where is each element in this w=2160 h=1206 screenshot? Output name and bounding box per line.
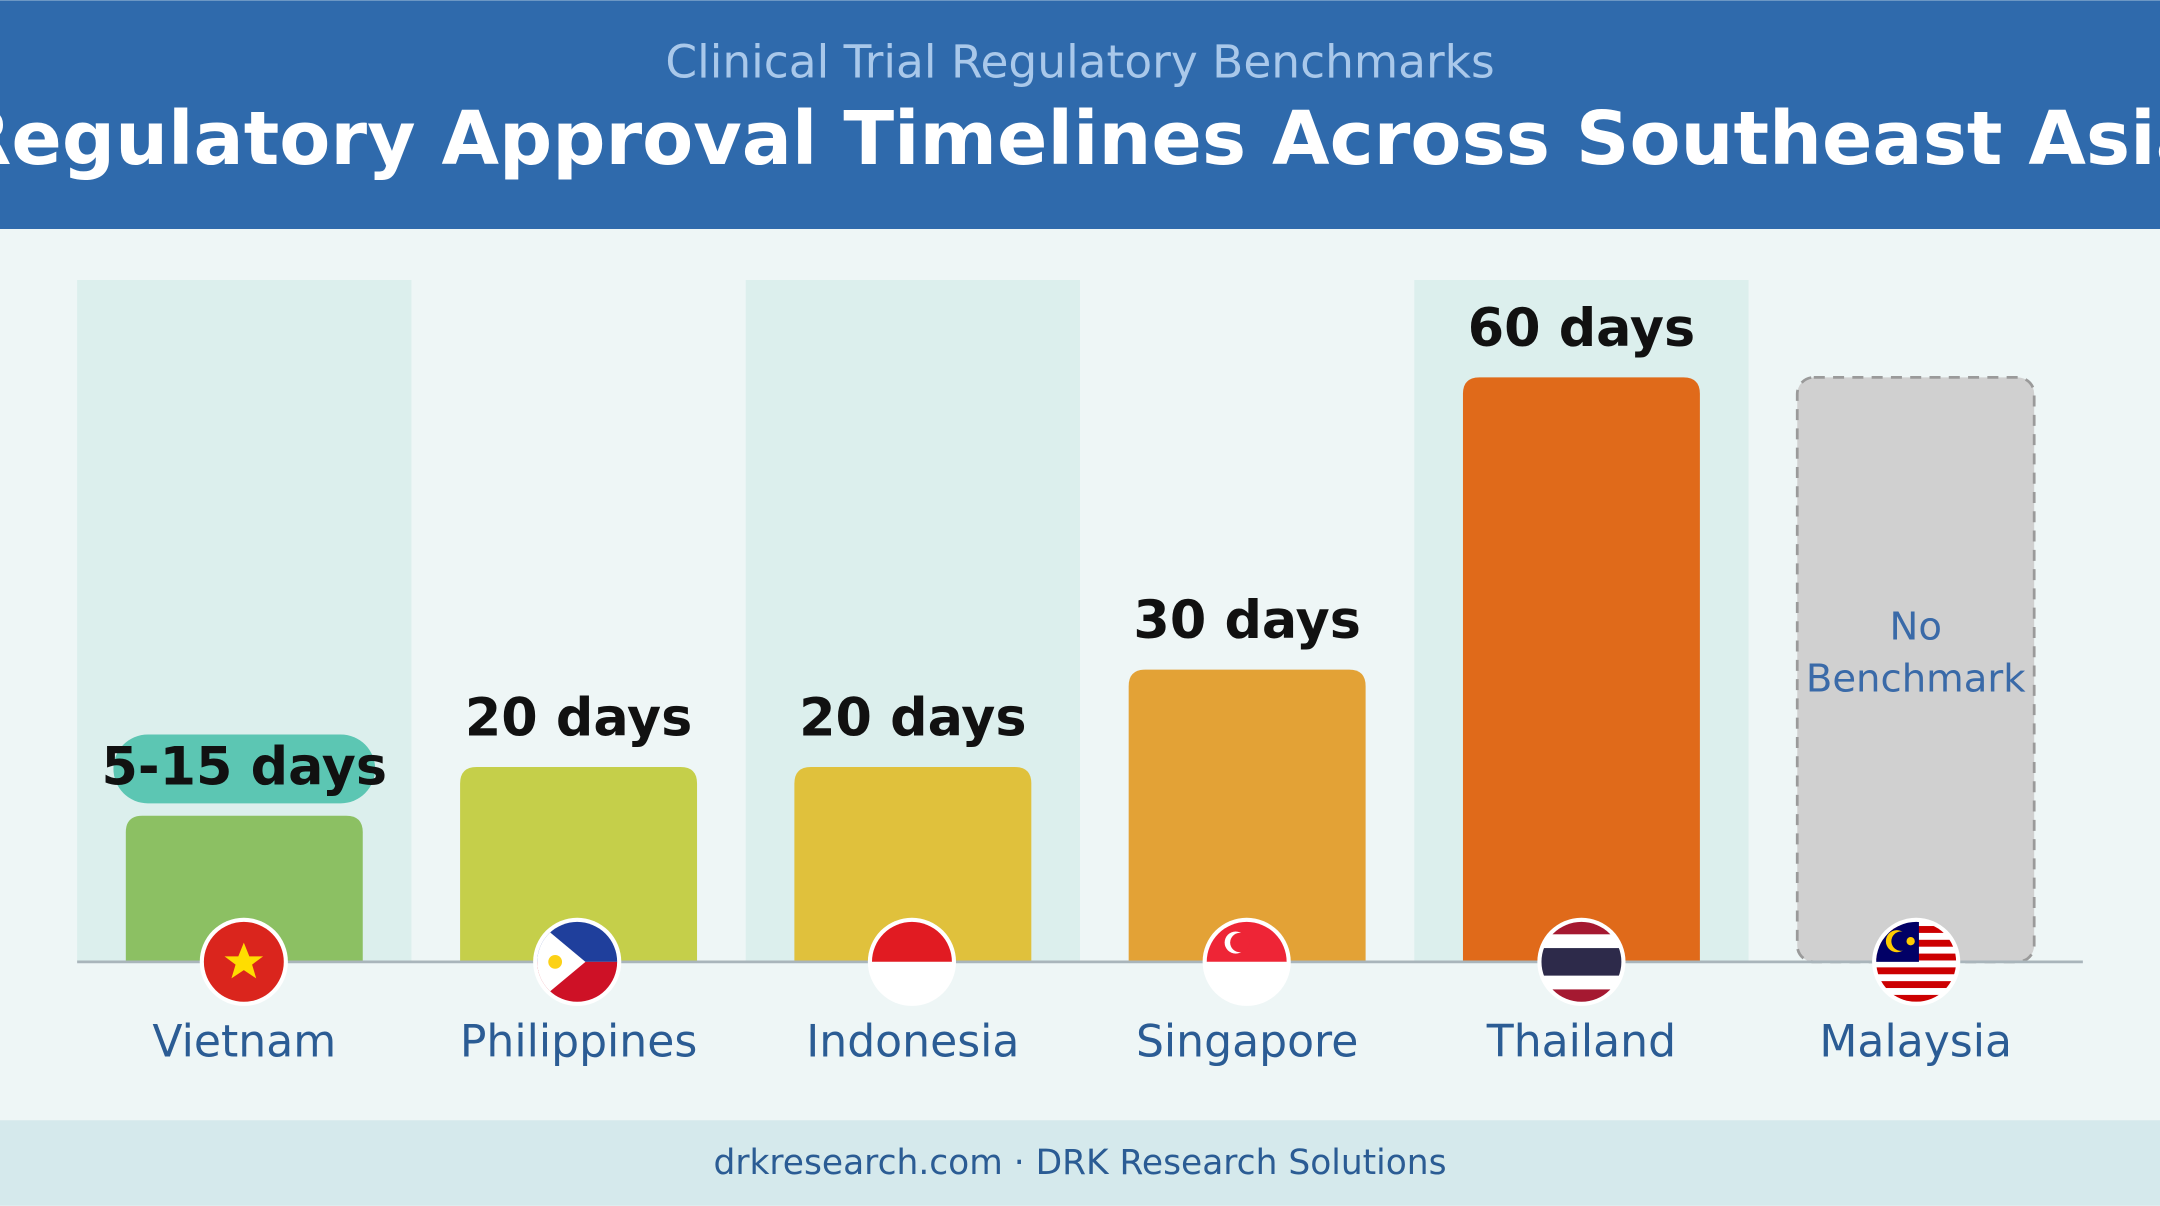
flag-thailand <box>1537 917 1626 1006</box>
header <box>0 0 2160 229</box>
x-tick-label: Malaysia <box>1819 1017 2012 1068</box>
x-tick-label: Indonesia <box>806 1017 1019 1068</box>
flag-malaysia <box>1872 917 1961 1006</box>
bar <box>460 767 698 962</box>
flag-singapore <box>1202 917 1291 1006</box>
bar <box>794 767 1032 962</box>
x-tick-label: Thailand <box>1486 1017 1676 1068</box>
labels: 5-15 days Vietnam 20 days Philippines 20 day… <box>101 298 2026 1068</box>
value-label: 30 days <box>1133 590 1360 651</box>
bar <box>1462 377 1700 962</box>
no-data-label: No Benchmark <box>1806 604 2026 701</box>
bar <box>1128 669 1366 962</box>
footer-band <box>0 1120 2160 1206</box>
bars <box>125 375 2036 964</box>
subtitle: Clinical Trial Regulatory Benchmarks <box>665 36 1494 89</box>
x-tick-label: Singapore <box>1136 1017 1358 1068</box>
value-label: 5-15 days <box>101 736 387 797</box>
chart-title: Regulatory Approval Timelines Across Sou… <box>0 95 2160 182</box>
flags <box>199 917 1961 1006</box>
value-label: 20 days <box>465 688 692 749</box>
footer: drkresearch.com · DRK Research Solutions <box>713 1143 1446 1183</box>
bar <box>125 815 363 962</box>
x-tick-label: Vietnam <box>152 1017 336 1068</box>
value-label: 20 days <box>799 688 1026 749</box>
value-label-pill <box>113 734 376 804</box>
flag-indonesia <box>867 917 957 1006</box>
x-tick-label: Philippines <box>460 1017 697 1068</box>
flag-vietnam <box>199 917 288 1006</box>
flag-philippines <box>533 917 622 1006</box>
value-label: 60 days <box>1468 298 1695 359</box>
